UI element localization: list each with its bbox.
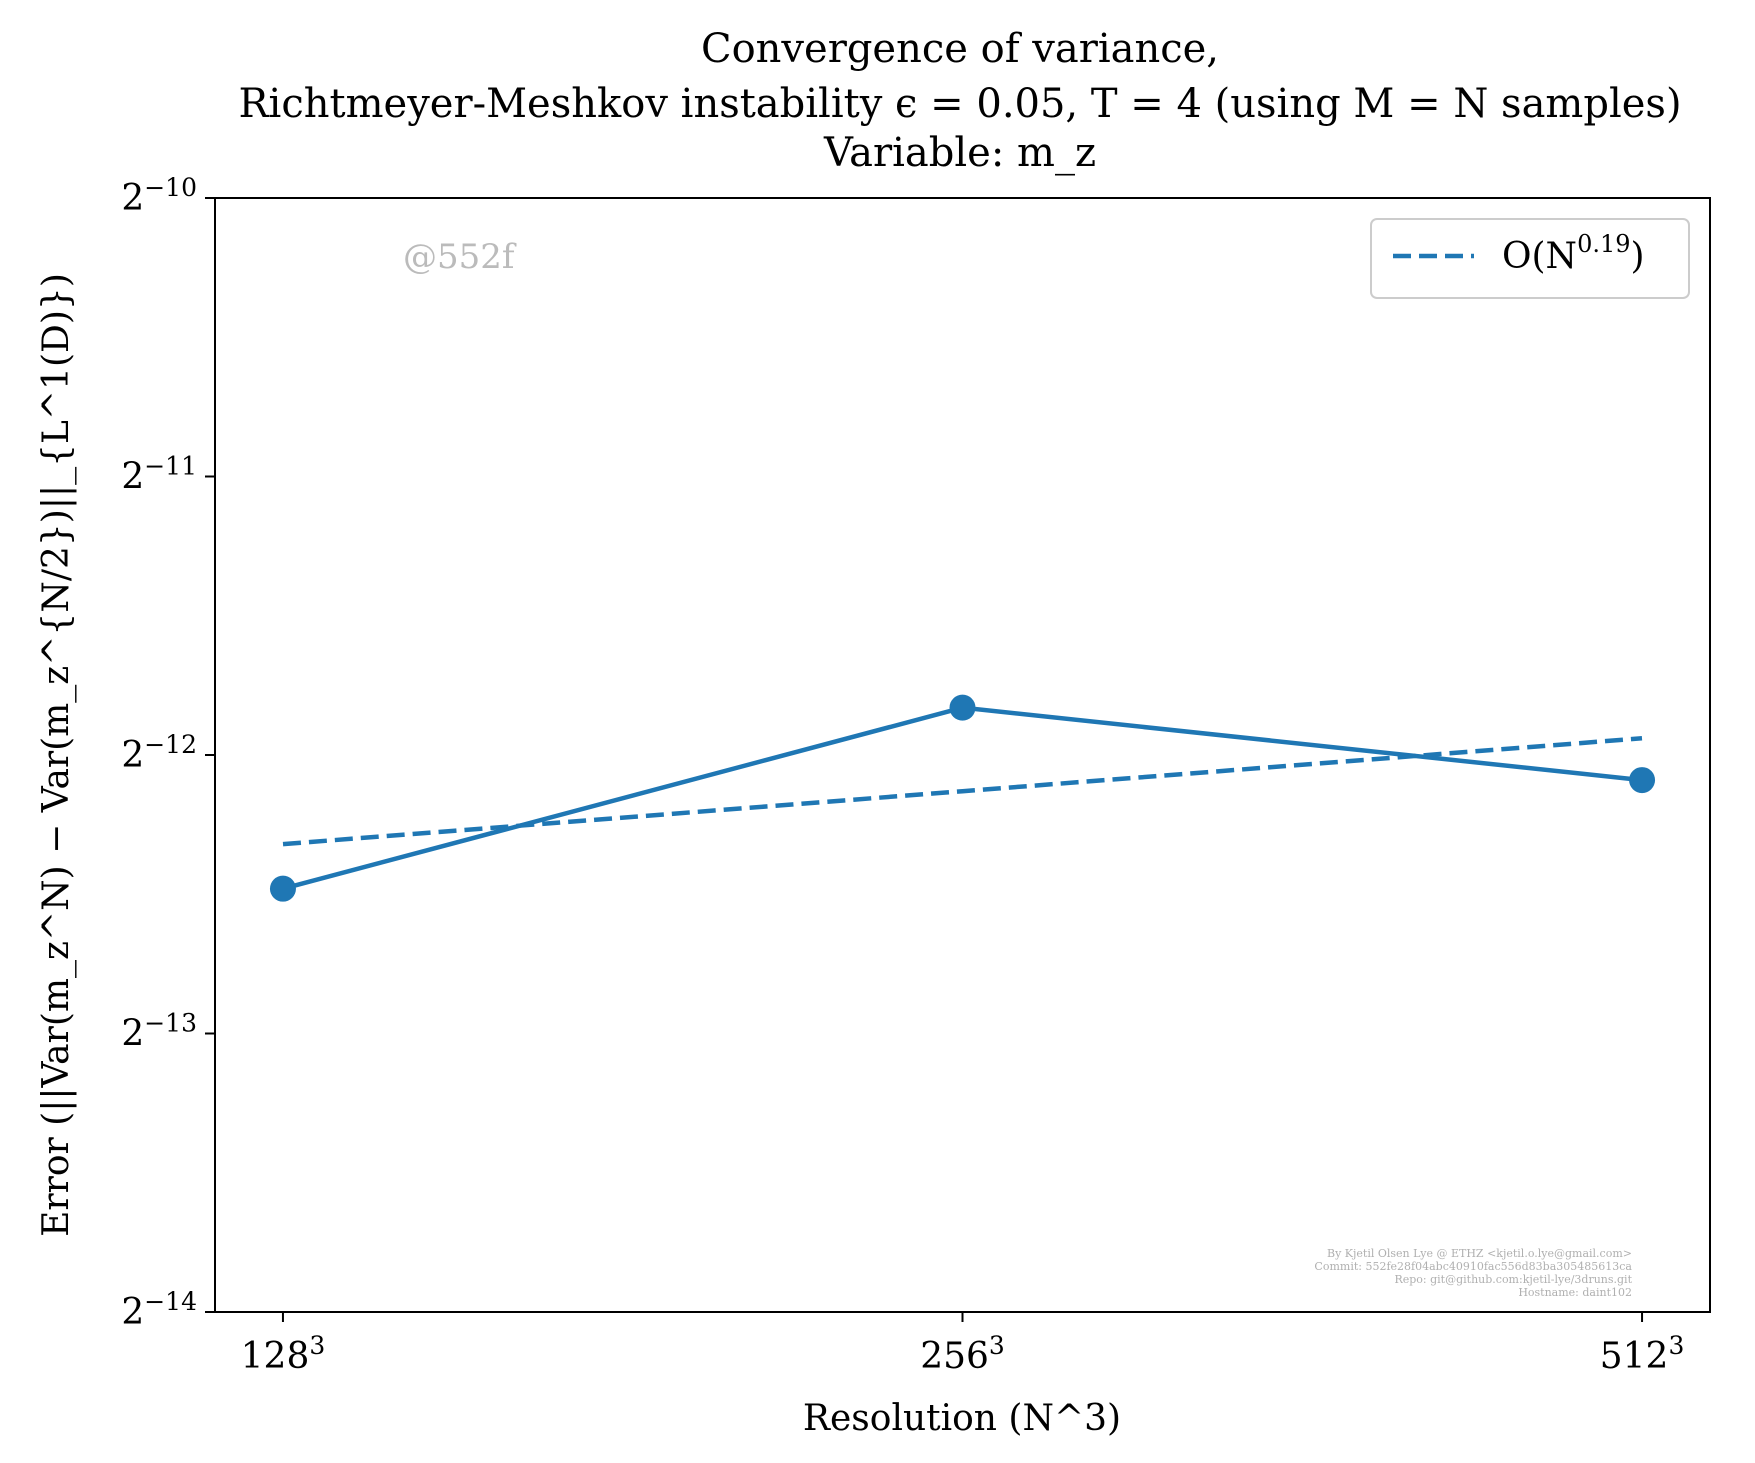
legend-label-base: O(N <box>1502 236 1577 277</box>
fit-line-dashed <box>282 736 1643 847</box>
y-tick-label-base: 2 <box>121 1014 144 1055</box>
y-axis-label: Error (||Var(m_z^N) − Var(m_z^{N/2})||_{… <box>36 273 77 1237</box>
data-series-line <box>282 705 1643 891</box>
y-tick-label: 2−14 <box>121 1287 197 1333</box>
series-layer <box>269 694 1656 902</box>
x-tick-label-exponent: 3 <box>309 1331 325 1360</box>
y-tick-label-exponent: −14 <box>144 1287 197 1316</box>
x-tick-label-exponent: 3 <box>989 1331 1005 1360</box>
y-tick-label-exponent: −12 <box>144 730 197 759</box>
data-point-marker <box>1629 767 1656 794</box>
y-tick-label: 2−10 <box>121 173 197 219</box>
x-axis-label: Resolution (N^3) <box>803 1398 1121 1439</box>
legend-label-exponent: 0.19 <box>1577 230 1630 258</box>
y-tick-label-exponent: −10 <box>144 173 197 202</box>
chart-title-line-2: Richtmeyer-Meshkov instability ϵ = 0.05,… <box>238 81 1681 127</box>
x-tick-label-base: 128 <box>241 1336 310 1377</box>
y-tick-label-exponent: −13 <box>144 1009 197 1038</box>
y-tick-label: 2−12 <box>121 730 197 776</box>
y-tick-label: 2−13 <box>121 1009 197 1055</box>
plot-area-frame <box>214 197 1711 1313</box>
y-axis: 2−102−112−122−132−14 <box>121 173 215 1333</box>
x-axis: 1283 2563 5123 <box>241 1312 1685 1377</box>
chart-title-line-3: Variable: m_z <box>823 130 1096 176</box>
legend-box <box>1370 218 1690 299</box>
credit-line-1: By Kjetil Olsen Lye @ ETHZ <kjetil.o.lye… <box>1327 1247 1632 1260</box>
legend-label-suffix: ) <box>1631 236 1645 277</box>
x-tick-label-base: 256 <box>920 1336 989 1377</box>
x-tick-label-exponent: 3 <box>1668 1331 1684 1360</box>
y-tick-label-base: 2 <box>121 1292 144 1333</box>
chart-title-line-1: Convergence of variance, <box>701 26 1219 72</box>
legend-label: O(N0.19) <box>1502 230 1645 277</box>
x-tick-label: 1283 <box>241 1331 326 1377</box>
credit-line-2: Commit: 552fe28f04abc40910fac556d83ba305… <box>1314 1260 1632 1273</box>
y-tick-label-exponent: −11 <box>144 452 197 481</box>
y-tick-label-base: 2 <box>121 178 144 219</box>
x-tick-label: 2563 <box>920 1331 1005 1377</box>
y-tick-label-base: 2 <box>121 735 144 776</box>
credit-line-3: Repo: git@github.com:kjetil-lye/3druns.g… <box>1394 1273 1632 1286</box>
credit-line-4: Hostname: daint102 <box>1518 1286 1632 1299</box>
data-point-marker <box>949 694 976 721</box>
watermark-text: @552f <box>403 237 517 277</box>
y-tick-label-base: 2 <box>121 457 144 498</box>
legend: O(N0.19) <box>1370 218 1690 299</box>
x-tick-label: 5123 <box>1600 1331 1685 1377</box>
x-tick-label-base: 512 <box>1600 1336 1669 1377</box>
y-tick-label: 2−11 <box>121 452 197 498</box>
data-point-marker <box>269 875 296 902</box>
